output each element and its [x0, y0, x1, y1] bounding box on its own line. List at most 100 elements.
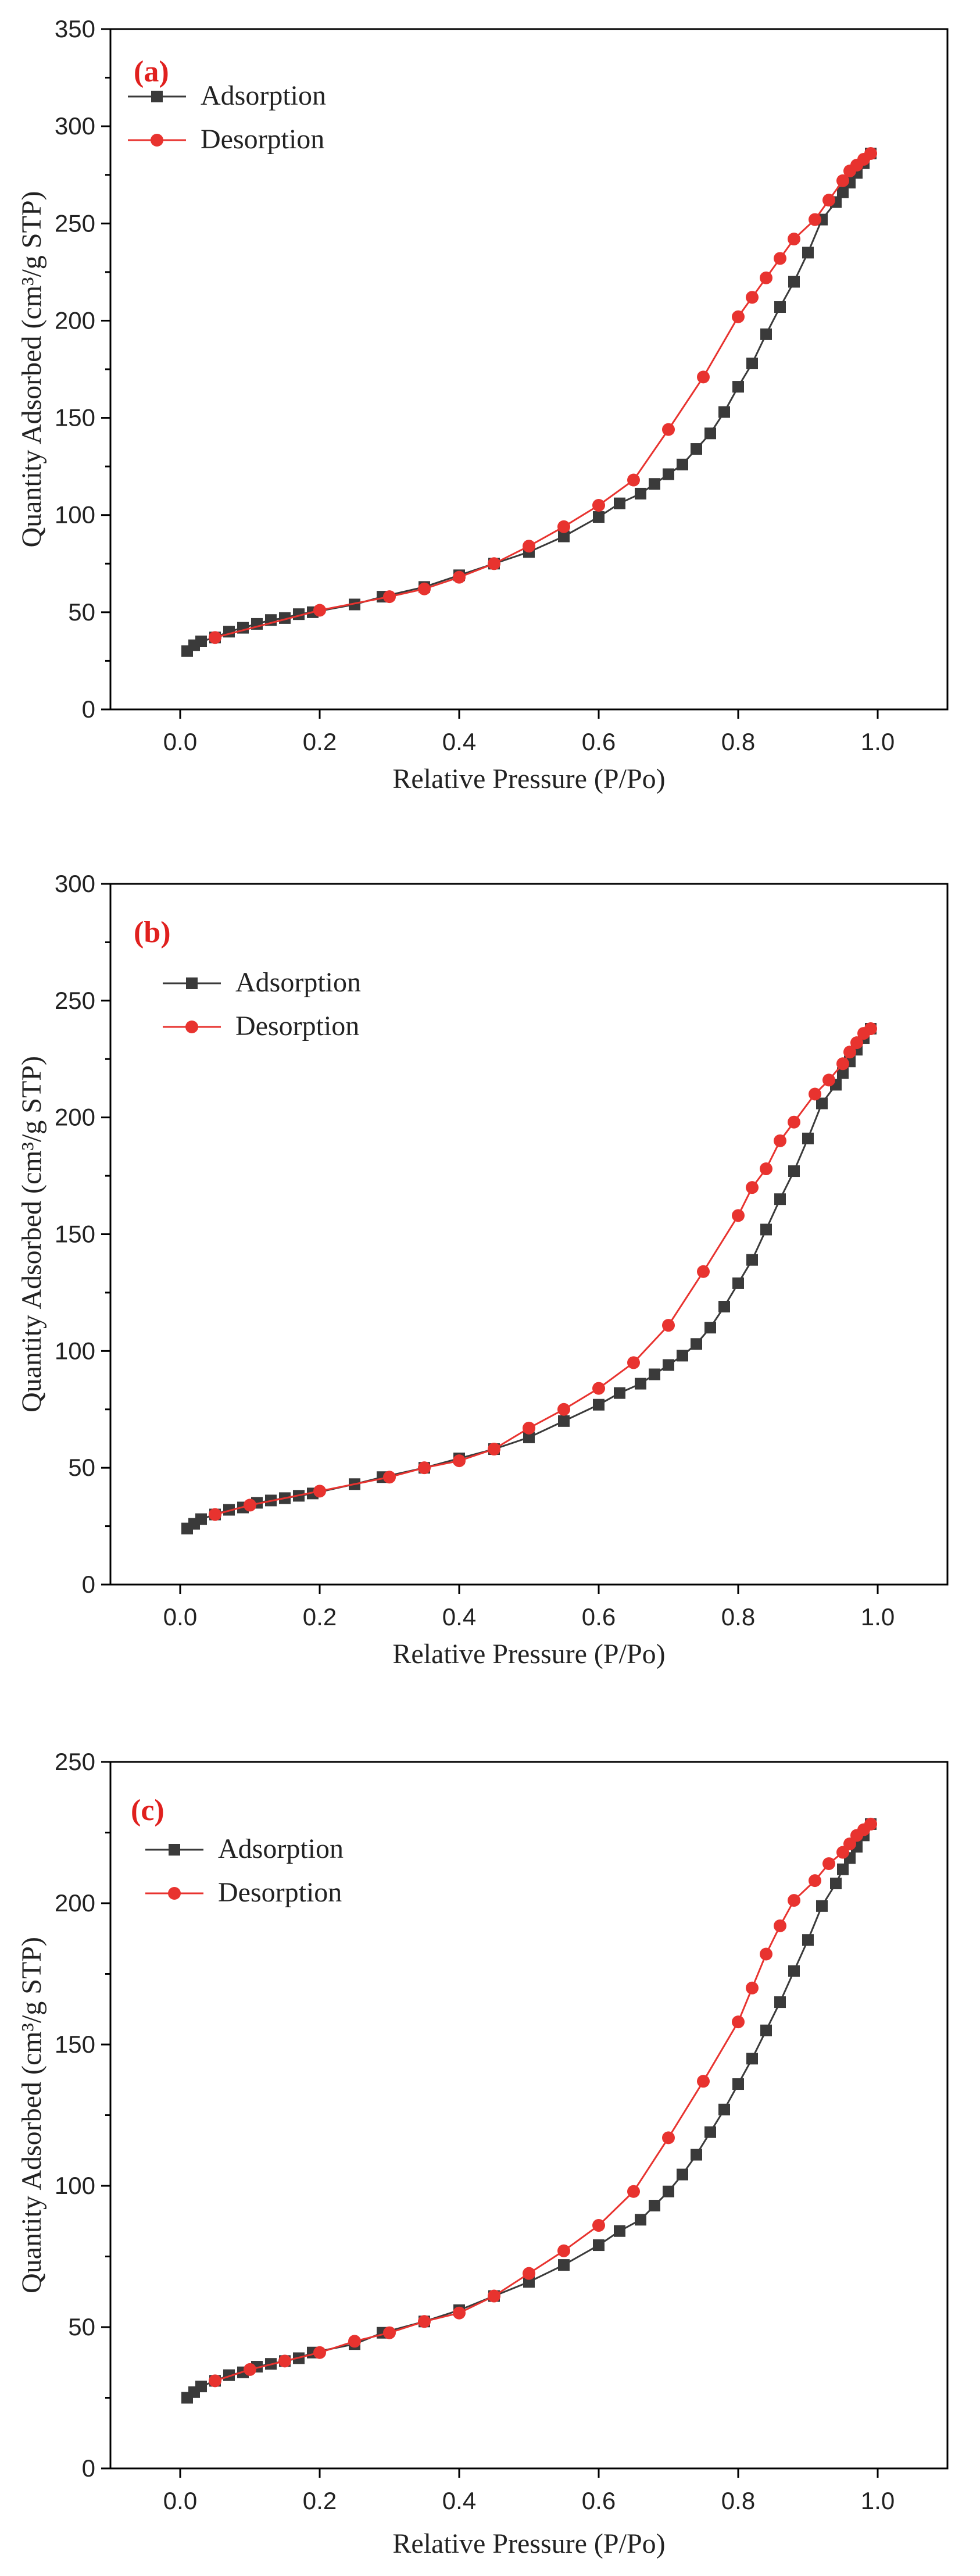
desorption-point-c	[383, 2326, 396, 2339]
y-tick-label-a: 50	[68, 598, 95, 626]
desorption-point-b	[523, 1421, 535, 1435]
desorption-point-a	[488, 557, 500, 570]
desorption-point-a	[774, 252, 786, 265]
desorption-point-c	[836, 1846, 849, 1859]
y-tick-label-b: 0	[82, 1571, 95, 1598]
legend-label-desorption-b: Desorption	[235, 1011, 359, 1041]
desorption-point-c	[348, 2335, 361, 2348]
x-tick-label-b: 0.0	[163, 1603, 197, 1630]
adsorption-point-a	[635, 487, 646, 499]
desorption-point-b	[822, 1073, 835, 1087]
desorption-point-a	[760, 271, 772, 284]
desorption-point-b	[592, 1382, 605, 1395]
adsorption-point-b	[774, 1193, 786, 1205]
x-tick-label-b: 1.0	[861, 1603, 895, 1630]
adsorption-point-a	[760, 328, 772, 340]
desorption-point-c	[788, 1894, 800, 1907]
adsorption-point-c	[830, 1877, 842, 1889]
desorption-point-a	[453, 570, 466, 584]
adsorption-point-c	[614, 2225, 625, 2237]
adsorption-point-a	[837, 186, 849, 198]
legend-marker-adsorption-a	[151, 91, 163, 102]
adsorption-point-b	[223, 1504, 235, 1516]
desorption-point-a	[523, 540, 535, 553]
x-tick-label-c: 0.4	[442, 2487, 476, 2514]
desorption-point-a	[662, 423, 675, 436]
x-tick-label-b: 0.6	[582, 1603, 616, 1630]
x-tick-label-c: 0.6	[582, 2487, 616, 2514]
legend-label-adsorption-b: Adsorption	[235, 967, 361, 998]
x-axis-title-c: Relative Pressure (P/Po)	[392, 2528, 665, 2559]
legend-label-adsorption-c: Adsorption	[218, 1833, 344, 1864]
legend-marker-adsorption-c	[169, 1844, 180, 1856]
adsorption-point-a	[732, 381, 744, 393]
adsorption-point-b	[816, 1097, 828, 1109]
desorption-point-a	[746, 291, 759, 304]
adsorption-point-a	[663, 468, 674, 480]
adsorption-point-c	[788, 1965, 800, 1977]
desorption-point-b	[788, 1115, 800, 1129]
desorption-point-a	[864, 147, 877, 160]
desorption-point-c	[843, 1837, 856, 1850]
y-tick-label-c: 0	[82, 2454, 95, 2482]
desorption-point-c	[244, 2363, 256, 2376]
x-tick-label-b: 0.2	[303, 1603, 337, 1630]
y-axis-title-c: Quantity Adsorbed (cm³/g STP)	[16, 1937, 47, 2293]
adsorption-point-b	[746, 1254, 758, 1266]
desorption-point-a	[383, 590, 396, 604]
desorption-point-c	[523, 2267, 535, 2280]
panel-label-b: (b)	[134, 916, 171, 949]
desorption-point-b	[662, 1319, 675, 1332]
y-axis-title-a: Quantity Adsorbed (cm³/g STP)	[16, 191, 47, 547]
x-tick-label-c: 0.0	[163, 2487, 197, 2514]
adsorption-point-a	[704, 427, 716, 440]
adsorption-point-b	[718, 1301, 730, 1313]
adsorption-point-b	[558, 1415, 570, 1427]
desorption-point-a	[592, 499, 605, 512]
adsorption-point-b	[593, 1398, 605, 1411]
adsorption-point-a	[746, 357, 758, 369]
chart-b-svg: 0.0 0.2 0.4 0.6 0.8 1.0 0 50 100 150 200 250 300 Rela…	[16, 870, 949, 1669]
adsorption-point-b	[677, 1350, 688, 1362]
desorption-point-c	[760, 1947, 772, 1961]
adsorption-point-c	[704, 2126, 716, 2138]
desorption-point-b	[760, 1162, 772, 1176]
adsorption-point-b	[691, 1338, 702, 1350]
adsorption-point-b	[649, 1368, 660, 1380]
adsorption-point-c	[677, 2168, 688, 2181]
y-tick-label-c: 150	[55, 2031, 95, 2058]
desorption-point-b	[627, 1356, 640, 1369]
adsorption-point-c	[760, 2024, 772, 2036]
adsorption-point-a	[649, 478, 660, 490]
desorption-point-c	[662, 2131, 675, 2145]
adsorption-point-b	[802, 1132, 814, 1144]
legend-label-adsorption-a: Adsorption	[201, 80, 326, 111]
x-axis-title-a: Relative Pressure (P/Po)	[392, 763, 665, 794]
adsorption-point-b	[837, 1067, 849, 1079]
adsorption-point-c	[732, 2078, 744, 2090]
adsorption-point-b	[195, 1513, 207, 1525]
adsorption-point-b	[663, 1359, 674, 1371]
desorption-point-a	[836, 174, 849, 187]
adsorption-point-b	[788, 1165, 800, 1178]
chart-c-svg: 0.0 0.2 0.4 0.6 0.8 1.0 0 50 100 150 200 250 Relativ…	[16, 1748, 949, 2559]
y-tick-label-b: 300	[55, 870, 95, 897]
y-tick-label-b: 150	[55, 1221, 95, 1248]
isotherm-chart-b: 0.0 0.2 0.4 0.6 0.8 1.0 0 50 100 150 200 250 300 Rela…	[0, 866, 980, 1692]
legend-label-desorption-a: Desorption	[201, 124, 324, 155]
x-tick-label-a: 0.4	[442, 728, 476, 755]
adsorption-point-c	[816, 1900, 828, 1912]
desorption-point-a	[557, 520, 570, 533]
y-tick-label-b: 250	[55, 987, 95, 1014]
adsorption-point-c	[691, 2149, 702, 2161]
x-tick-label-a: 0.0	[163, 728, 197, 755]
legend-marker-desorption-b	[185, 1021, 198, 1033]
adsorption-point-c	[663, 2185, 674, 2197]
desorption-point-c	[278, 2354, 291, 2368]
x-tick-label-c: 1.0	[861, 2487, 895, 2514]
desorption-point-a	[697, 370, 710, 384]
y-axis-title-b: Quantity Adsorbed (cm³/g STP)	[16, 1056, 47, 1412]
desorption-point-a	[809, 213, 821, 226]
x-tick-label-a: 0.6	[582, 728, 616, 755]
desorption-line-a	[214, 152, 871, 638]
